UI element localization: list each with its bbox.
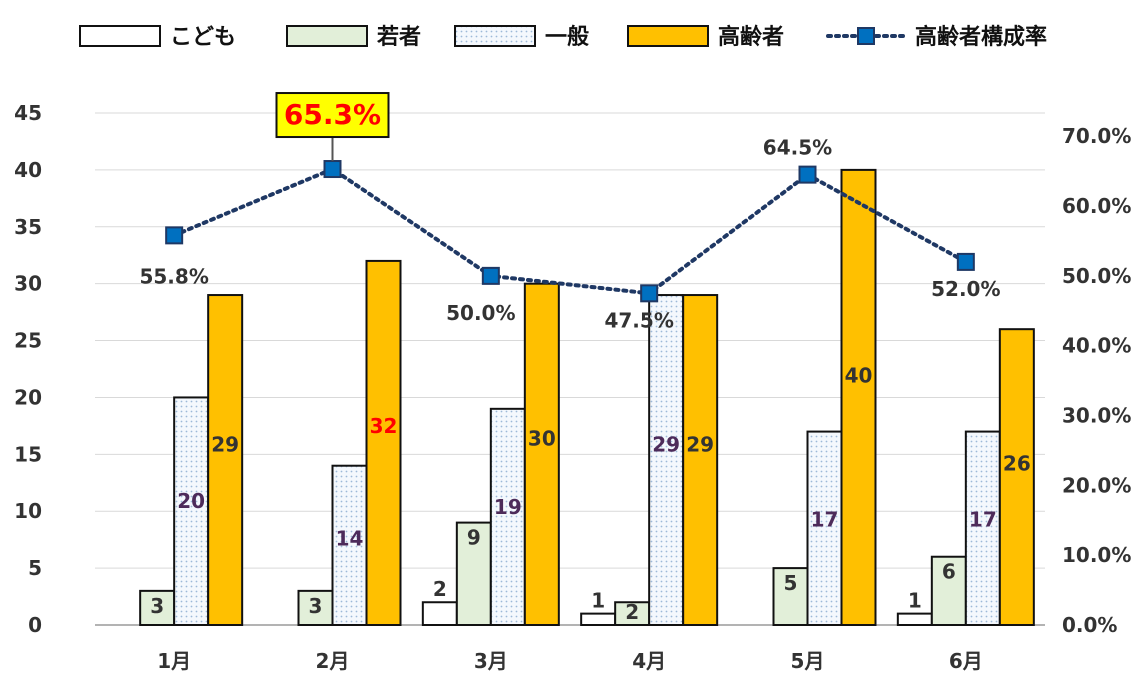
bar-value-label: 2 — [433, 577, 447, 601]
bar-4 — [365, 259, 402, 626]
bar-value-label: 3 — [150, 594, 164, 618]
legend-swatch-ippan — [454, 25, 536, 47]
bar-1 — [896, 612, 933, 626]
bar-3 — [173, 396, 210, 627]
bar-value-label: 9 — [467, 526, 481, 550]
bar-value-label: 32 — [370, 414, 398, 438]
bar-value-label: 5 — [784, 571, 798, 595]
y-right-tick-label: 50.0% — [1062, 264, 1131, 288]
bar-3 — [648, 294, 685, 626]
line-value-label: 65.3% — [284, 98, 381, 131]
line-value-label: 64.5% — [763, 136, 832, 160]
y-right-tick-label: 0.0% — [1062, 613, 1117, 637]
x-tick-label: 1月 — [157, 649, 191, 673]
bar-4 — [682, 294, 719, 626]
y-left-tick-label: 10 — [14, 499, 42, 523]
y-right-tick-label: 60.0% — [1062, 194, 1131, 218]
legend-swatch-kodomo — [79, 25, 161, 47]
y-left-tick-label: 15 — [14, 442, 42, 466]
y-left-tick-label: 40 — [14, 158, 42, 182]
legend-label: 若者 — [377, 24, 421, 50]
bar-value-label: 17 — [811, 508, 839, 532]
bar-2 — [139, 589, 176, 626]
bar-1 — [580, 612, 617, 626]
bar-value-label: 26 — [1003, 451, 1031, 475]
bar-value-label: 2 — [625, 600, 639, 624]
bar-4 — [840, 168, 877, 626]
y-left-tick-label: 45 — [14, 101, 42, 125]
bar-value-label: 6 — [942, 560, 956, 584]
legend-swatch-wakamono — [286, 25, 368, 47]
bar-value-label: 30 — [528, 426, 556, 450]
bar-value-label: 29 — [686, 433, 714, 457]
bar-value-label: 17 — [969, 508, 997, 532]
bar-3 — [964, 430, 1001, 627]
legend-swatch-koureisha — [627, 25, 709, 47]
legend-label: 高齢者 — [718, 24, 784, 50]
line-marker — [323, 160, 342, 179]
line-marker — [798, 165, 817, 184]
y-left-tick-label: 0 — [28, 613, 42, 637]
line-value-label: 55.8% — [139, 264, 208, 288]
bar-value-label: 3 — [309, 594, 323, 618]
bar-4 — [207, 294, 244, 626]
legend-label: こども — [170, 25, 236, 50]
x-tick-label: 3月 — [474, 649, 508, 673]
bar-value-label: 19 — [494, 495, 522, 519]
y-left-tick-label: 25 — [14, 329, 42, 353]
line-value-label: 50.0% — [446, 301, 515, 325]
x-tick-label: 6月 — [949, 649, 983, 673]
callout-box — [275, 92, 390, 139]
y-left-tick-label: 5 — [28, 556, 42, 580]
y-left-tick-label: 30 — [14, 272, 42, 296]
legend-swatch-marker — [857, 27, 875, 45]
x-tick-label: 2月 — [316, 649, 350, 673]
x-tick-label: 5月 — [791, 649, 825, 673]
x-tick-label: 4月 — [632, 649, 666, 673]
line-marker — [640, 284, 659, 303]
y-left-tick-label: 20 — [14, 385, 42, 409]
bar-value-label: 29 — [211, 433, 239, 457]
bar-3 — [489, 407, 526, 627]
bar-4 — [523, 282, 560, 626]
bar-4 — [998, 328, 1035, 626]
y-right-tick-label: 30.0% — [1062, 404, 1131, 428]
legend-label: 高齢者構成率 — [915, 24, 1047, 50]
bar-value-label: 1 — [591, 589, 605, 613]
y-right-tick-label: 70.0% — [1062, 124, 1131, 148]
bar-value-label: 29 — [652, 433, 680, 457]
bar-value-label: 14 — [336, 526, 364, 550]
legend-label: 一般 — [545, 24, 589, 50]
bar-value-label: 20 — [177, 489, 205, 513]
y-right-tick-label: 40.0% — [1062, 334, 1131, 358]
bar-3 — [331, 464, 368, 627]
bar-1 — [421, 601, 458, 627]
line-value-label: 52.0% — [931, 277, 1000, 301]
line-marker — [956, 252, 975, 271]
y-right-tick-label: 20.0% — [1062, 473, 1131, 497]
bar-value-label: 1 — [908, 589, 922, 613]
y-left-tick-label: 35 — [14, 215, 42, 239]
line-series — [172, 166, 968, 296]
y-right-tick-label: 10.0% — [1062, 543, 1131, 567]
line-value-label: 47.5% — [604, 308, 673, 332]
bar-value-label: 40 — [845, 364, 873, 388]
line-marker — [481, 266, 500, 285]
line-marker — [165, 226, 184, 245]
